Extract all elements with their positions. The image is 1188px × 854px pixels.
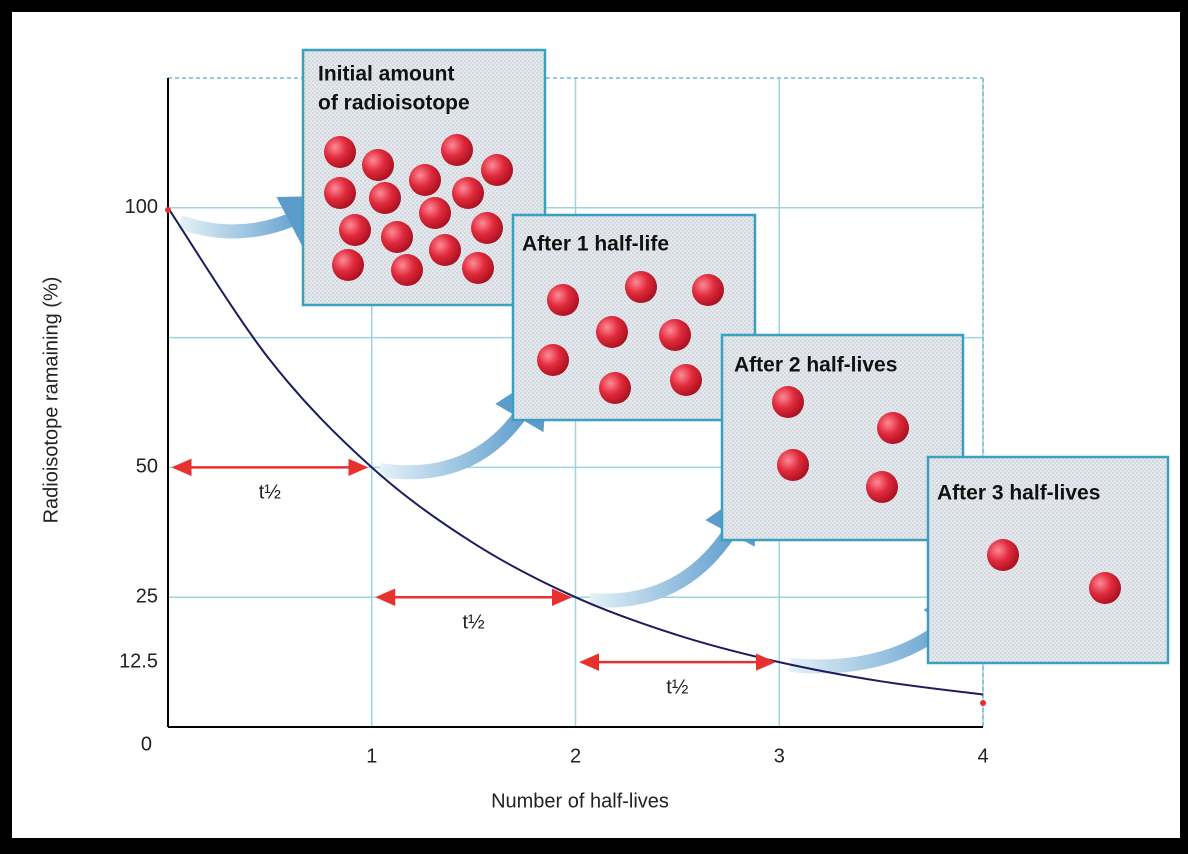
panel-title: After 3 half-lives: [937, 482, 1100, 505]
x-tick-label: 2: [570, 745, 581, 767]
atom: [324, 136, 356, 168]
curve-end: [980, 700, 986, 706]
background: [12, 12, 1180, 838]
atom: [596, 316, 628, 348]
y-tick-label: 0: [141, 733, 152, 755]
panel-title: of radioisotope: [318, 92, 470, 115]
atom: [777, 449, 809, 481]
half-life-label: t½: [259, 482, 282, 504]
x-tick-label: 4: [977, 745, 988, 767]
y-tick-label: 50: [136, 456, 158, 478]
y-axis-label: Radioisotope ramaining (%): [40, 277, 62, 524]
half-life-label: t½: [666, 676, 689, 698]
atom: [369, 182, 401, 214]
chart: Initial amount of radioisotope After 1 hal…: [0, 0, 1188, 849]
atom: [670, 364, 702, 396]
panel-title: Initial amount: [318, 63, 455, 86]
atom: [772, 386, 804, 418]
atom: [429, 234, 461, 266]
atom: [452, 177, 484, 209]
atom: [547, 284, 579, 316]
atom: [987, 539, 1019, 571]
atom: [625, 271, 657, 303]
atom: [471, 212, 503, 244]
atom: [339, 214, 371, 246]
atom: [659, 319, 691, 351]
y-tick-label: 12.5: [119, 650, 158, 672]
atom: [362, 149, 394, 181]
atom: [537, 344, 569, 376]
atom: [381, 221, 413, 253]
atom: [324, 177, 356, 209]
atom: [866, 471, 898, 503]
atom: [481, 154, 513, 186]
atom: [419, 197, 451, 229]
atom: [877, 412, 909, 444]
page: Initial amount of radioisotope After 1 hal…: [0, 0, 1188, 849]
y-tick-label: 25: [136, 585, 158, 607]
x-axis-label: Number of half-lives: [491, 790, 669, 812]
atom: [1089, 572, 1121, 604]
y-tick-label: 100: [125, 196, 158, 218]
half-life-label: t½: [463, 611, 486, 633]
panel-title: After 2 half-lives: [734, 354, 897, 377]
curve-start: [165, 207, 171, 213]
x-tick-label: 1: [366, 745, 377, 767]
atom: [599, 372, 631, 404]
atom: [391, 254, 423, 286]
panel-title: After 1 half-life: [522, 233, 669, 256]
atom: [441, 134, 473, 166]
atom: [409, 164, 441, 196]
atom: [692, 274, 724, 306]
atom: [332, 249, 364, 281]
x-tick-label: 3: [774, 745, 785, 767]
atom: [462, 252, 494, 284]
